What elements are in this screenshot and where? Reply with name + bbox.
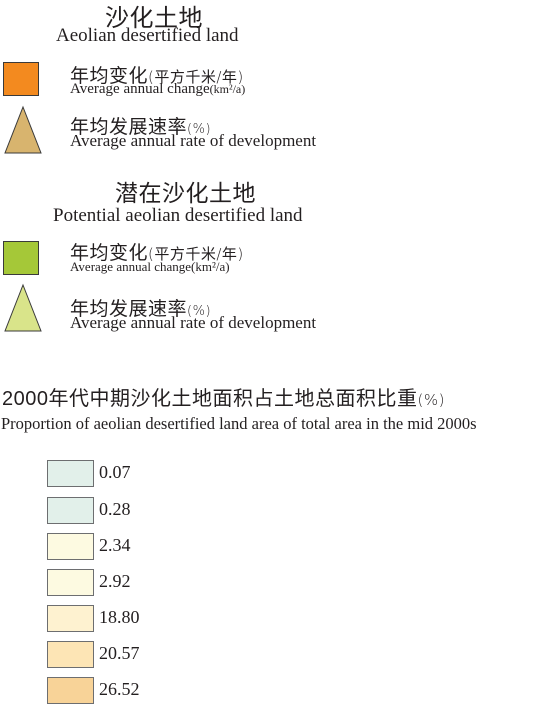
class-swatch [47, 533, 94, 560]
class-label: 18.80 [99, 607, 140, 627]
section2-rate-zh-unit: (%) [187, 304, 212, 319]
section1-change-en-unit: (km²/a) [209, 82, 246, 96]
class-label: 2.34 [99, 535, 131, 555]
section1-change-zh-unit: (平方千米/年) [148, 68, 244, 86]
section1-change-zh: 年均变化(平方千米/年) [70, 61, 244, 88]
section2-change-zh: 年均变化(平方千米/年) [70, 238, 244, 265]
section1-title-zh: 沙化土地 [105, 4, 203, 32]
section1-change-en: Average annual change(km²/a) [70, 81, 245, 98]
section2-rate-en: Average annual rate of development [70, 313, 317, 332]
section2-title-en: Potential aeolian desertified land [53, 205, 303, 226]
class-swatch [47, 605, 94, 632]
section1-change-en-text: Average annual change [70, 81, 210, 97]
section1-rate-zh: 年均发展速率(%) [70, 112, 211, 139]
class-label: 26.52 [99, 679, 140, 699]
class-label: 20.57 [99, 643, 140, 663]
section1-rate-zh-unit: (%) [187, 122, 212, 137]
class-swatch [47, 569, 94, 596]
class-swatch [47, 497, 94, 524]
class-label: 0.28 [99, 499, 131, 519]
class-swatch [47, 460, 94, 487]
proportion-title-zh-text: 年代中期沙化土地面积占土地总面积比重 [48, 386, 418, 410]
section1-change-zh-text: 年均变化 [70, 65, 149, 87]
class-label: 2.92 [99, 571, 131, 591]
section2-rate-zh-text: 年均发展速率 [70, 298, 188, 320]
proportion-title-en: Proportion of aeolian desertified land a… [1, 414, 477, 433]
change-square-symbol [3, 62, 39, 96]
potential-change-square-symbol [3, 241, 39, 275]
section2-change-zh-text: 年均变化 [70, 242, 149, 264]
proportion-title-zh: 2000年代中期沙化土地面积占土地总面积比重(%) [2, 382, 445, 411]
class-swatch [47, 677, 94, 704]
section1-rate-en: Average annual rate of development [70, 131, 317, 150]
section2-rate-zh: 年均发展速率(%) [70, 294, 211, 321]
proportion-title-zh-unit: (%) [417, 391, 445, 409]
rate-triangle-symbol [4, 105, 42, 154]
section2-change-en: Average annual change(km²/a) [70, 259, 230, 274]
section2-title-zh: 潜在沙化土地 [115, 181, 256, 207]
section1-title-en: Aeolian desertified land [56, 25, 239, 46]
class-swatch [47, 641, 94, 668]
class-label: 0.07 [99, 462, 131, 482]
section2-change-zh-unit: (平方千米/年) [148, 245, 244, 263]
section1-rate-zh-text: 年均发展速率 [70, 116, 188, 138]
proportion-title-year: 2000 [2, 388, 49, 410]
potential-rate-triangle-symbol [4, 283, 42, 332]
